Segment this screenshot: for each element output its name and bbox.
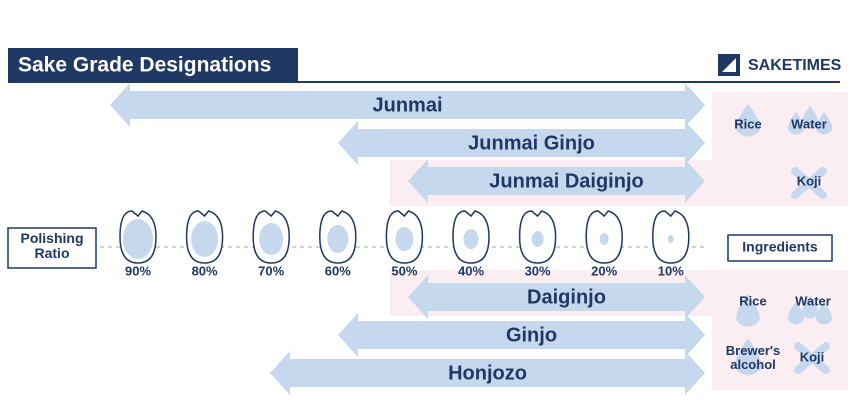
title: Sake Grade Designations (18, 54, 271, 77)
ratio-label: 30% (525, 263, 551, 278)
ratio-label: 70% (258, 263, 284, 278)
drop-icon (801, 295, 819, 319)
ingredients-box (727, 234, 833, 262)
drop-icon (787, 301, 805, 325)
grade-label: Ginjo (506, 324, 557, 346)
ingredient: Koji (797, 173, 822, 188)
arrow (338, 313, 705, 357)
title-bar (8, 48, 298, 82)
ratio-label: 80% (192, 263, 218, 278)
ingredient: Rice (734, 116, 761, 131)
rice-core (123, 219, 153, 259)
ratio-label: 10% (658, 263, 684, 278)
grade-label: Junmai (372, 94, 442, 116)
rice-core (395, 227, 414, 251)
grade-label: Honjozo (448, 362, 527, 384)
drop-icon (736, 293, 760, 327)
ratio-label: 60% (325, 263, 351, 278)
ingredient: Rice (739, 293, 766, 308)
arrow (270, 351, 705, 395)
grade-label: Junmai Ginjo (468, 132, 595, 154)
rice-core (327, 225, 349, 253)
rice-core (667, 235, 674, 243)
rice-core (463, 229, 479, 249)
ingredient-panel (712, 92, 848, 206)
ingredient: Water (795, 293, 831, 308)
ingredient: Water (791, 116, 827, 131)
arrow (408, 159, 705, 203)
arrow (338, 121, 705, 165)
ratio-label: 50% (391, 263, 417, 278)
ratio-label: 40% (458, 263, 484, 278)
polishing-label: Polishing Ratio (20, 230, 84, 261)
arrow (408, 275, 705, 319)
rice-core (191, 221, 219, 257)
rice-core (259, 223, 284, 255)
logo-mark (722, 58, 736, 72)
ingredients-label: Ingredients (742, 239, 818, 255)
ratio-label: 20% (591, 263, 617, 278)
grade-label: Daiginjo (527, 286, 606, 308)
drop-icon (815, 301, 833, 325)
drop-icon (734, 338, 762, 376)
ingredient: Brewer's alcohol (725, 343, 781, 372)
drop-icon (787, 111, 805, 135)
arrow (110, 83, 705, 127)
drop-icon (815, 111, 833, 135)
rice-core (531, 231, 544, 247)
ingredient: Koji (800, 349, 825, 364)
rice-core (599, 233, 609, 245)
drop-icon (736, 103, 760, 137)
koji-icon (791, 167, 827, 199)
brand: SAKETIMES (748, 57, 842, 74)
polishing-box (7, 227, 97, 269)
drop-icon (801, 105, 819, 129)
grade-label: Junmai Daiginjo (489, 170, 643, 192)
ratio-label: 90% (125, 263, 151, 278)
koji-icon (794, 342, 830, 374)
